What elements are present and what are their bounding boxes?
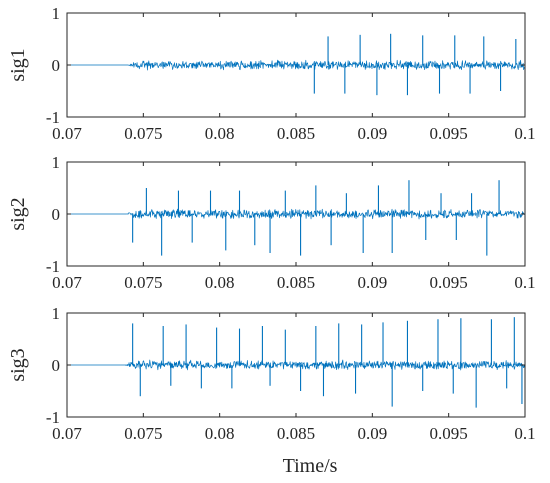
x-tick-label: 0.09	[357, 424, 387, 443]
x-tick-label: 0.08	[205, 124, 235, 143]
x-tick-label: 0.085	[277, 273, 315, 292]
subplot-3: 0.07 0.075 0.08 0.085 0.09 0.095 0.1 -1 0 1 sig3	[7, 304, 536, 443]
x-tick-label: 0.09	[357, 273, 387, 292]
x-tick-label: 0.07	[52, 424, 82, 443]
y-tick-label: 0	[52, 205, 61, 224]
x-tick-label: 0.1	[514, 424, 535, 443]
x-tick-label: 0.085	[277, 124, 315, 143]
y-tick-label: 0	[52, 356, 61, 375]
y-tick-label: 1	[52, 153, 61, 172]
subplots: 0.07 0.075 0.08 0.085 0.09 0.095 0.1-101sig10.…	[7, 4, 536, 443]
y-axis-label: sig2	[7, 197, 29, 230]
subplot-2: 0.07 0.075 0.08 0.085 0.09 0.095 0.1 -1 0 1 sig2	[7, 153, 536, 292]
x-tick-label: 0.095	[430, 124, 468, 143]
y-tick-label: 1	[52, 4, 61, 23]
axes-box	[66, 312, 526, 418]
y-tick-label: 0	[52, 56, 61, 75]
x-tick-label: 0.08	[205, 273, 235, 292]
x-tick-label: 0.07	[52, 273, 82, 292]
y-tick-label: -1	[46, 408, 60, 427]
x-tick-label: 0.08	[205, 424, 235, 443]
subplot-1: 0.07 0.075 0.08 0.085 0.09 0.095 0.1 -1 0 1 sig1	[7, 4, 536, 143]
x-tick-label: 0.1	[514, 273, 535, 292]
x-tick-label: 0.09	[357, 124, 387, 143]
x-tick-label: 0.1	[514, 124, 535, 143]
signal-trace	[67, 359, 525, 371]
y-axis-label: sig1	[7, 48, 29, 81]
x-tick-label: 0.075	[124, 124, 162, 143]
y-tick-label: -1	[46, 257, 60, 276]
y-tick-label: -1	[46, 108, 60, 127]
y-axis-label: sig3	[7, 348, 29, 381]
x-tick-label: 0.085	[277, 424, 315, 443]
x-axis-label: Time/s	[283, 455, 338, 477]
x-tick-label: 0.095	[430, 424, 468, 443]
x-tick-label: 0.095	[430, 273, 468, 292]
x-tick-label: 0.07	[52, 124, 82, 143]
signal-trace	[67, 59, 526, 71]
x-tick-label: 0.075	[124, 424, 162, 443]
x-tick-label: 0.075	[124, 273, 162, 292]
y-tick-label: 1	[52, 304, 61, 323]
